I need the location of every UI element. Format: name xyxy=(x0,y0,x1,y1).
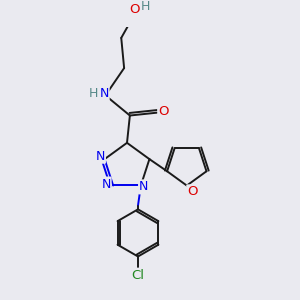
Text: Cl: Cl xyxy=(131,269,145,282)
Text: N: N xyxy=(99,88,109,100)
Text: N: N xyxy=(139,180,148,194)
Text: H: H xyxy=(141,0,150,13)
Text: N: N xyxy=(101,178,111,190)
Text: O: O xyxy=(158,105,169,118)
Text: O: O xyxy=(187,185,198,198)
Text: N: N xyxy=(96,150,105,163)
Text: O: O xyxy=(129,3,140,16)
Text: H: H xyxy=(89,88,99,100)
